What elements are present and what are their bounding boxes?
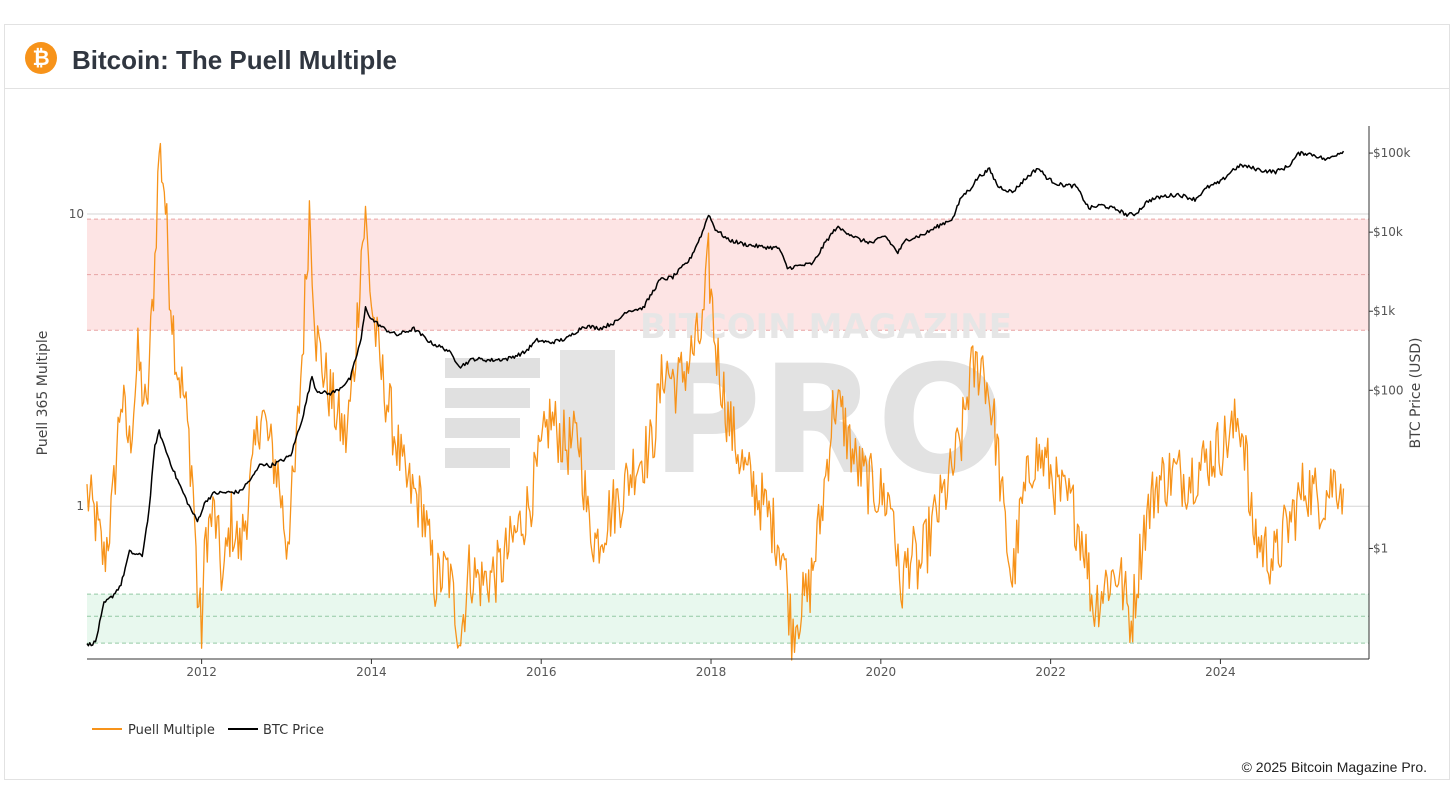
legend: Puell Multiple BTC Price <box>92 723 324 738</box>
y-right-tick-label-$1k: $1k <box>1373 304 1395 318</box>
copyright-text: © 2025 Bitcoin Magazine Pro. <box>1241 759 1427 775</box>
band-undervalued <box>87 594 1369 644</box>
y-right-tick-label-$100k: $100k <box>1373 146 1411 160</box>
series-line-btc-price <box>86 150 1345 647</box>
legend-label-btc-price: BTC Price <box>263 723 324 738</box>
series-lines <box>86 142 1345 661</box>
legend-item-puell[interactable]: Puell Multiple <box>92 723 215 738</box>
y-right-tick-label-$1: $1 <box>1373 541 1388 555</box>
y-left-axis-title: Puell 365 Multiple <box>35 331 51 456</box>
x-tick-label-2012: 2012 <box>186 665 217 679</box>
chart-header: ₿ Bitcoin: The Puell Multiple <box>5 25 1449 89</box>
legend-label-puell: Puell Multiple <box>128 723 215 738</box>
series-line-puell-multiple <box>86 142 1345 661</box>
y-left-tick-label-10: 10 <box>69 207 84 221</box>
y-right-tick-label-$100: $100 <box>1373 383 1404 397</box>
legend-item-btc-price[interactable]: BTC Price <box>228 723 324 738</box>
grid-lines <box>87 213 1369 507</box>
watermark-logo-icon <box>445 350 615 470</box>
x-tick-label-2014: 2014 <box>356 665 387 679</box>
x-tick-label-2022: 2022 <box>1035 665 1066 679</box>
bitcoin-logo-icon: ₿ <box>25 42 57 74</box>
x-tick-label-2024: 2024 <box>1205 665 1236 679</box>
valuation-bands <box>87 218 1369 644</box>
axes: 2012 2014 2016 2018 2020 2022 2024 1 10 $1 $100 $1k… <box>69 126 1411 679</box>
x-tick-label-2018: 2018 <box>696 665 727 679</box>
y-left-tick-label-1: 1 <box>76 499 84 513</box>
chart-card: ₿ Bitcoin: The Puell Multiple © 2025 Bit… <box>4 24 1450 780</box>
watermark-line2: PRO <box>652 334 1005 508</box>
x-tick-label-2020: 2020 <box>866 665 897 679</box>
y-right-axis-title: BTC Price (USD) <box>1408 337 1424 448</box>
y-right-tick-label-$10k: $10k <box>1373 225 1403 239</box>
x-tick-label-2016: 2016 <box>526 665 557 679</box>
page-title: Bitcoin: The Puell Multiple <box>72 45 397 75</box>
